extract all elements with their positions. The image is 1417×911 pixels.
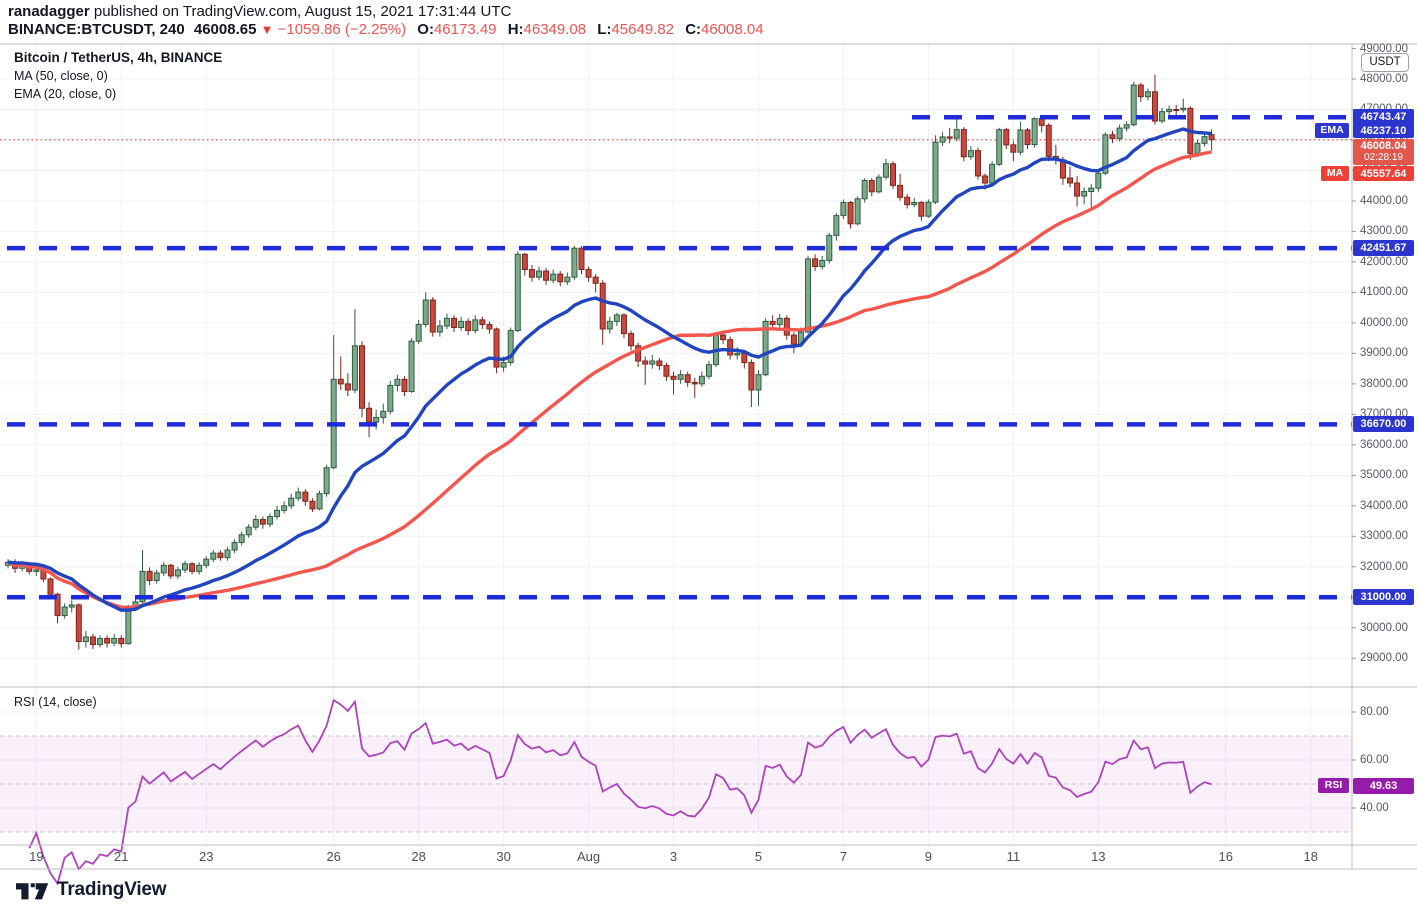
price-axis-label: 39000.00 <box>1360 347 1408 360</box>
time-axis-label[interactable]: 30 <box>496 849 511 864</box>
ma-value-badge: 45557.64 <box>1353 166 1414 181</box>
price-axis-label: 36000.00 <box>1360 438 1408 451</box>
rsi-legend[interactable]: RSI (14, close) <box>14 695 97 709</box>
author-name: ranadagger <box>8 3 90 20</box>
change-value: −1059.86 (−2.25%) <box>277 21 407 38</box>
price-level-badge: 31000.00 <box>1353 589 1414 606</box>
rsi-axis-label: 60.00 <box>1360 754 1389 766</box>
open-label: O: <box>417 21 434 38</box>
time-axis-label[interactable]: 9 <box>924 849 933 864</box>
candlesticks <box>5 74 1215 650</box>
open-value: 46173.49 <box>433 21 497 38</box>
ma50-line <box>7 150 1212 610</box>
price-axis-label: 33000.00 <box>1360 530 1408 543</box>
price-axis-label: 41000.00 <box>1360 286 1408 299</box>
low-label: L: <box>597 21 612 38</box>
time-axis-label[interactable]: 23 <box>199 849 214 864</box>
ema-tag-badge: EMA <box>1315 123 1349 138</box>
pane-borders <box>0 43 1417 870</box>
last-value: 46008.65 <box>193 21 257 38</box>
price-axis-label: 43000.00 <box>1360 225 1408 238</box>
price-axis-label: 29000.00 <box>1360 652 1408 665</box>
symbol-name: BINANCE:BTCUSDT, 240 <box>8 21 185 38</box>
rsi-value-badge: 49.63 <box>1353 778 1414 794</box>
down-arrow-icon: ▼ <box>260 22 274 37</box>
time-axis-label[interactable]: 18 <box>1303 849 1318 864</box>
time-axis-label[interactable]: 3 <box>669 849 678 864</box>
price-axis-label: 40000.00 <box>1360 316 1408 329</box>
legend-ma-indicator[interactable]: MA (50, close, 0) <box>14 69 108 83</box>
low-value: 45649.82 <box>611 21 675 38</box>
price-level-badge: 46743.47 <box>1353 109 1414 126</box>
high-label: H: <box>507 21 524 38</box>
last-price-badge: 46008.04 02:28:19 <box>1353 139 1414 165</box>
currency-toggle-button[interactable]: USDT <box>1361 53 1409 72</box>
rsi-axis-label: 80.00 <box>1360 706 1389 718</box>
close-value: 46008.04 <box>701 21 764 38</box>
grid-lines <box>0 44 1352 845</box>
time-axis-label[interactable]: Aug <box>576 849 601 864</box>
last-price-value: 46008.04 <box>1360 140 1407 152</box>
time-axis-label[interactable]: 11 <box>1006 849 1021 864</box>
time-axis-label[interactable]: 16 <box>1218 849 1233 864</box>
ema-value-badge: 46237.10 <box>1353 123 1414 138</box>
time-axis-label[interactable]: 28 <box>411 849 426 864</box>
time-axis-label[interactable]: 26 <box>326 849 341 864</box>
bar-countdown: 02:28:19 <box>1364 152 1403 163</box>
price-level-badge: 42451.67 <box>1353 240 1414 257</box>
rsi-band <box>0 735 1352 833</box>
publish-byline: ranadagger published on TradingView.com,… <box>8 3 511 20</box>
price-axis-label: 44000.00 <box>1360 194 1408 207</box>
price-axis-label: 34000.00 <box>1360 499 1408 512</box>
ema20-line <box>7 127 1212 612</box>
price-axis-label: 42000.00 <box>1360 255 1408 268</box>
rsi-line <box>28 698 1212 886</box>
symbol-info-bar: BINANCE:BTCUSDT, 240 46008.65 ▼ −1059.86… <box>8 21 764 38</box>
chart-legend[interactable]: Bitcoin / TetherUS, 4h, BINANCE MA (50, … <box>14 50 222 105</box>
price-axis-label: 38000.00 <box>1360 377 1408 390</box>
price-level-badge: 36670.00 <box>1353 416 1414 433</box>
tradingview-wordmark: TradingView <box>57 878 167 900</box>
legend-symbol-title: Bitcoin / TetherUS, 4h, BINANCE <box>14 50 223 65</box>
high-value: 46349.08 <box>523 21 587 38</box>
ma-tag-badge: MA <box>1321 166 1349 181</box>
legend-ema-indicator[interactable]: EMA (20, close, 0) <box>14 87 117 101</box>
close-label: C: <box>685 21 702 38</box>
time-axis-label[interactable]: 21 <box>114 849 129 864</box>
tradingview-logo-icon <box>16 883 49 900</box>
price-axis-label: 30000.00 <box>1360 621 1408 634</box>
rsi-tag-badge: RSI <box>1318 778 1349 793</box>
tradingview-logo[interactable]: TradingView <box>16 877 167 902</box>
time-axis-label[interactable]: 7 <box>839 849 848 864</box>
support-resistance-lines <box>7 115 1352 600</box>
time-axis-label[interactable]: 5 <box>754 849 763 864</box>
time-axis-label[interactable]: 19 <box>29 849 44 864</box>
price-axis-label: 32000.00 <box>1360 560 1408 573</box>
time-axis-label[interactable]: 13 <box>1091 849 1106 864</box>
byline-text: published on TradingView.com, August 15,… <box>89 3 512 20</box>
rsi-axis-label: 40.00 <box>1360 802 1389 814</box>
price-axis-label: 35000.00 <box>1360 469 1408 482</box>
price-axis-label: 49000.00 <box>1360 42 1408 55</box>
price-axis-label: 48000.00 <box>1360 73 1408 85</box>
